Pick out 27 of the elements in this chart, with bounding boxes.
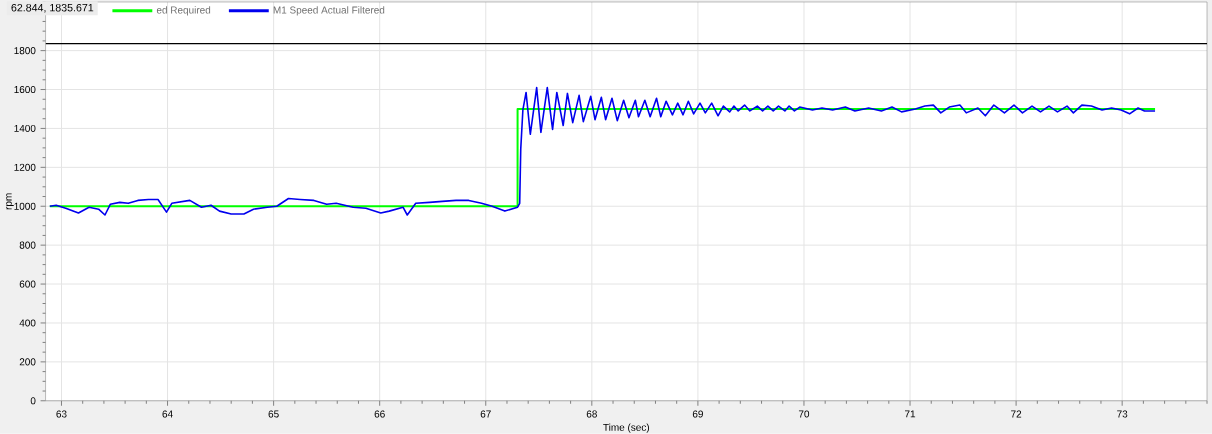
x-axis-title: Time (sec)	[603, 423, 650, 433]
y-tick-label: 800	[19, 241, 36, 249]
y-tick-label: 200	[19, 358, 36, 366]
x-tick-label: 73	[1117, 410, 1128, 418]
x-tick-label: 67	[480, 410, 491, 418]
x-tick-label: 70	[798, 410, 810, 418]
x-tick-label: 68	[586, 410, 597, 418]
x-tick-label: 63	[56, 410, 67, 418]
y-tick-label: 1000	[14, 202, 36, 210]
y-tick-label: 0	[30, 397, 36, 405]
legend-label: ed Required	[156, 6, 211, 16]
legend-label: M1 Speed Actual Filtered	[273, 6, 385, 16]
x-tick-label: 72	[1011, 410, 1022, 418]
annotation: 62.844, 1835.671	[11, 4, 94, 13]
x-tick-label: 66	[374, 410, 385, 418]
y-tick-label: 1400	[14, 125, 36, 133]
x-tick-label: 69	[692, 410, 703, 418]
y-tick-label: 400	[19, 319, 36, 327]
y-axis-title: rpm	[6, 193, 14, 210]
y-tick-label: 600	[19, 280, 36, 288]
x-tick-label: 71	[905, 410, 916, 418]
x-tick-label: 65	[268, 410, 279, 418]
x-tick-label: 64	[162, 410, 173, 418]
y-tick-label: 1800	[14, 47, 36, 55]
y-tick-label: 1200	[14, 163, 36, 172]
line-series	[49, 86, 1156, 216]
y-tick-label: 1600	[14, 86, 36, 94]
